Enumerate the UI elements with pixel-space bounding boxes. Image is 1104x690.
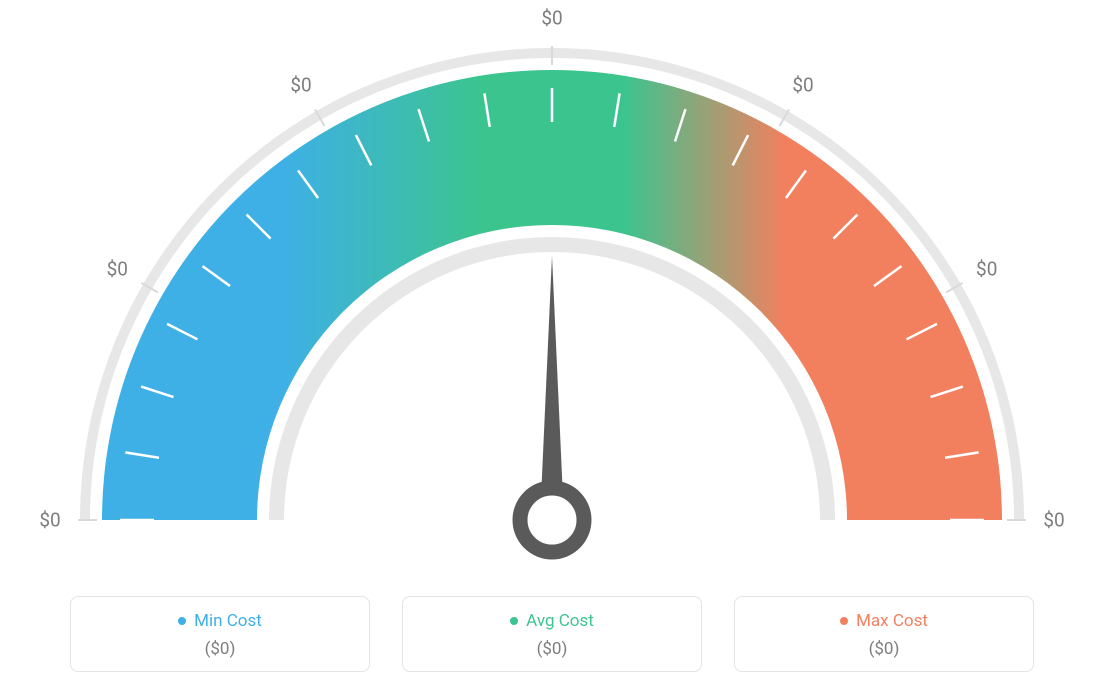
legend-card-min: Min Cost ($0) (70, 596, 370, 672)
legend-value: ($0) (413, 639, 691, 659)
scale-label: $0 (39, 509, 60, 532)
bullet-icon (510, 617, 518, 625)
legend-title: Avg Cost (526, 611, 594, 631)
scale-label: $0 (1043, 509, 1064, 532)
legend-card-avg: Avg Cost ($0) (402, 596, 702, 672)
scale-label: $0 (541, 7, 562, 30)
scale-label: $0 (290, 74, 311, 97)
legend-value: ($0) (745, 639, 1023, 659)
needle-hub (520, 488, 584, 552)
legend-card-max: Max Cost ($0) (734, 596, 1034, 672)
gauge-area: $0 $0 $0 $0 $0 $0 $0 (0, 0, 1104, 560)
legend-title-line: Max Cost (745, 611, 1023, 631)
cost-gauge-widget: $0 $0 $0 $0 $0 $0 $0 Min Cost ($0) Avg Cost ($… (0, 0, 1104, 690)
legend-row: Min Cost ($0) Avg Cost ($0) Max Cost ($0… (0, 596, 1104, 672)
gauge-svg (0, 0, 1104, 560)
scale-label: $0 (792, 74, 813, 97)
scale-label: $0 (976, 258, 997, 281)
legend-title-line: Min Cost (81, 611, 359, 631)
legend-title-line: Avg Cost (413, 611, 691, 631)
legend-title: Min Cost (194, 611, 262, 631)
legend-value: ($0) (81, 639, 359, 659)
scale-label: $0 (107, 258, 128, 281)
bullet-icon (178, 617, 186, 625)
bullet-icon (840, 617, 848, 625)
gauge-needle (540, 256, 564, 520)
legend-title: Max Cost (856, 611, 928, 631)
